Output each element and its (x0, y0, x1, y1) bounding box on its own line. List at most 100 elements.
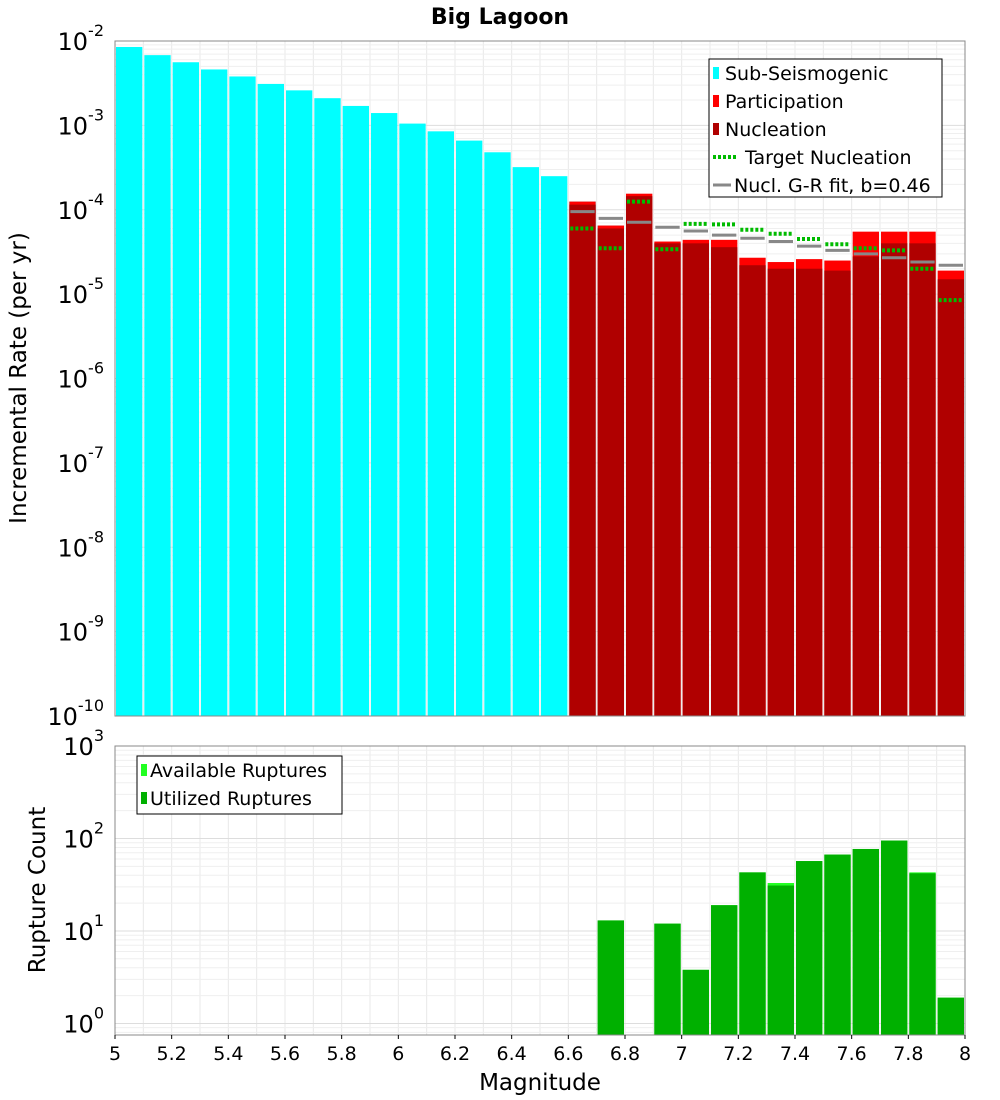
bottom-y-axis-label: Rupture Count (25, 807, 51, 973)
bar-sub-seismogenic (399, 123, 426, 716)
top-plot-line-markers (570, 199, 963, 303)
bar-utilized-ruptures (881, 840, 908, 1035)
bar-sub-seismogenic (116, 46, 143, 717)
bottom-legend-box (136, 755, 343, 815)
bar-utilized-ruptures (711, 905, 738, 1035)
y-tick-base: 10 (58, 112, 89, 140)
top-y-axis-label: Incremental Rate (per yr) (6, 232, 32, 524)
bar-utilized-ruptures (654, 923, 681, 1035)
bottom-legend: Available Ruptures Utilized Ruptures (136, 755, 343, 815)
bar-nucleation (739, 265, 766, 716)
bar-utilized-ruptures (796, 861, 823, 1035)
bar-nucleation (711, 247, 738, 716)
top-legend: Sub-Seismogenic Participation Nucleation Ta… (708, 58, 943, 198)
bottom-plot-frame (114, 745, 966, 1036)
bar-nucleation (654, 243, 681, 717)
y-tick-label: 10-5 (58, 274, 105, 309)
x-tick-labels: 5 5.2 5.4 5.6 5.8 6 6.2 6.4 6.6 6.8 7 7.2 7.4 7.6 7.8 8 (109, 1035, 971, 1065)
bar-utilized-ruptures (852, 848, 879, 1035)
bar-utilized-ruptures (824, 854, 851, 1035)
bar-sub-seismogenic (456, 140, 483, 717)
bar-nucleation (682, 243, 709, 717)
y-tick-base: 10 (63, 918, 94, 946)
y-tick-exponent: 3 (94, 726, 104, 745)
bar-utilized-ruptures (739, 872, 766, 1035)
x-tick-label: 5 (109, 1043, 121, 1065)
y-tick-exponent: -10 (78, 696, 104, 715)
bar-nucleation (909, 243, 936, 717)
x-tick-label: 7 (676, 1043, 688, 1065)
x-axis-label: Magnitude (479, 1070, 601, 1096)
bar-nucleation (626, 196, 653, 716)
bar-nucleation (796, 268, 823, 716)
x-tick-label: 5.6 (270, 1043, 300, 1065)
legend-label: Available Ruptures (150, 760, 327, 782)
bar-nucleation (852, 256, 879, 716)
y-tick-label: 10-8 (58, 527, 105, 562)
y-tick-label: 100 (63, 1003, 104, 1038)
legend-label: Nucl. G-R fit, b=0.46 (734, 175, 931, 197)
y-tick-label: 10-3 (58, 105, 105, 140)
bar-sub-seismogenic (314, 98, 341, 716)
y-tick-exponent: 1 (94, 911, 104, 930)
bar-nucleation (569, 204, 596, 717)
bar-sub-seismogenic (286, 90, 313, 716)
bar-sub-seismogenic (257, 83, 284, 716)
bar-utilized-ruptures (937, 997, 964, 1035)
legend-swatch (141, 792, 147, 804)
bar-nucleation (824, 270, 851, 716)
bar-sub-seismogenic (512, 167, 539, 716)
y-tick-base: 10 (58, 28, 89, 56)
bar-nucleation (937, 279, 964, 716)
bar-sub-seismogenic (172, 62, 199, 716)
bottom-plot-gridlines (114, 746, 966, 1035)
y-tick-exponent: -4 (88, 190, 104, 209)
y-tick-label: 10-4 (58, 190, 105, 225)
top-plot-gridlines (114, 41, 966, 717)
bar-sub-seismogenic (201, 69, 228, 716)
y-tick-base: 10 (63, 733, 94, 761)
y-tick-label: 10-6 (58, 359, 105, 394)
bar-utilized-ruptures (597, 920, 624, 1035)
y-tick-base: 10 (58, 534, 89, 562)
bar-sub-seismogenic (371, 113, 398, 716)
y-tick-exponent: 2 (94, 818, 104, 837)
top-plot-bars (116, 46, 964, 717)
y-tick-base: 10 (47, 703, 78, 731)
bar-utilized-ruptures (682, 969, 709, 1035)
bar-sub-seismogenic (427, 131, 454, 717)
y-tick-exponent: -8 (88, 527, 104, 546)
y-tick-label: 10-7 (58, 443, 105, 478)
y-tick-exponent: -9 (88, 612, 104, 631)
x-tick-label: 7.6 (837, 1043, 867, 1065)
legend-swatch (713, 67, 719, 79)
legend-swatch (141, 764, 147, 776)
x-tick-label: 6 (392, 1043, 404, 1065)
x-tick-label: 8 (959, 1043, 971, 1065)
legend-label: Target Nucleation (744, 147, 912, 169)
legend-label: Nucleation (725, 119, 827, 141)
y-tick-label: 10-2 (58, 21, 105, 56)
y-tick-base: 10 (58, 197, 89, 225)
y-tick-label: 10-9 (58, 612, 105, 647)
y-tick-base: 10 (58, 450, 89, 478)
y-tick-base: 10 (63, 1010, 94, 1038)
y-tick-base: 10 (63, 825, 94, 853)
y-tick-exponent: -6 (88, 359, 104, 378)
bar-utilized-ruptures (767, 885, 794, 1035)
x-tick-label: 6.4 (497, 1043, 527, 1065)
y-tick-exponent: -3 (88, 105, 104, 124)
bar-nucleation (597, 228, 624, 716)
y-tick-label: 102 (63, 818, 104, 853)
x-tick-label: 5.2 (157, 1043, 187, 1065)
legend-label: Utilized Ruptures (150, 788, 312, 810)
bar-sub-seismogenic (144, 55, 171, 716)
x-tick-label: 7.8 (893, 1043, 923, 1065)
y-tick-exponent: -7 (88, 443, 104, 462)
y-tick-label: 10-10 (47, 696, 104, 731)
y-tick-exponent: -5 (88, 274, 104, 293)
x-tick-label: 5.8 (327, 1043, 357, 1065)
bar-utilized-ruptures (909, 873, 936, 1035)
